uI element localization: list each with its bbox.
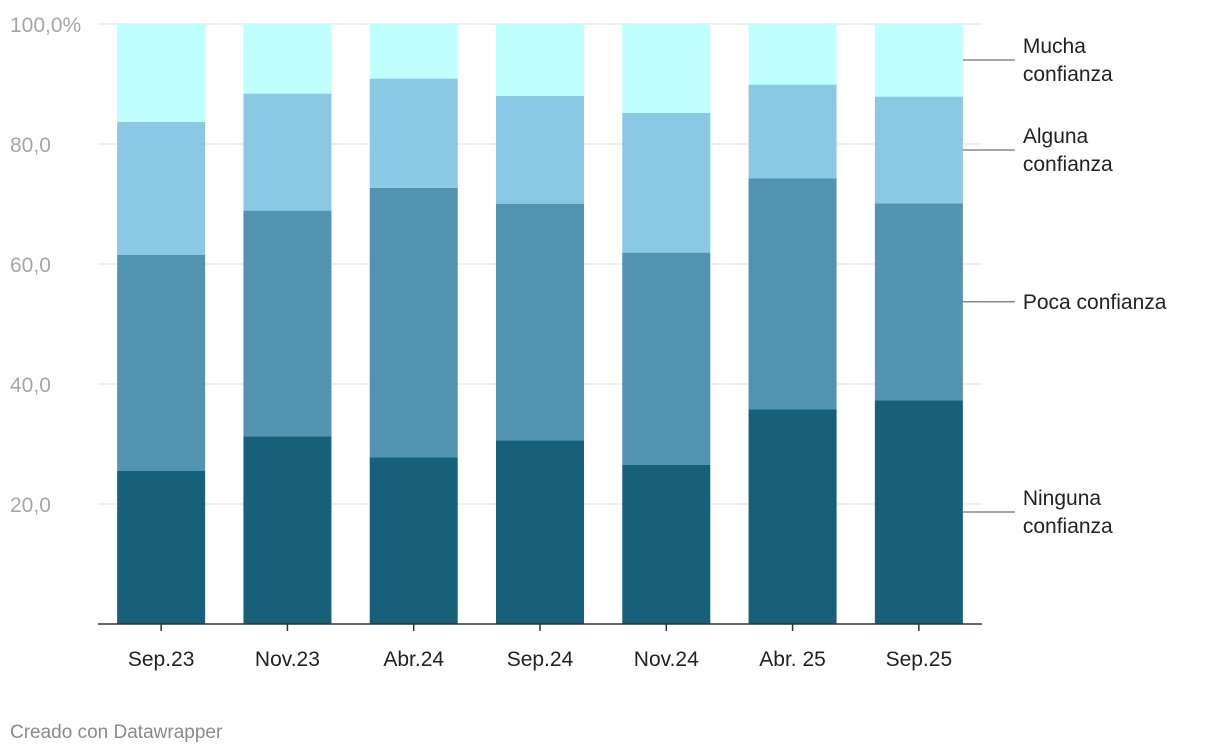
bar-segment	[496, 96, 584, 204]
y-tick-label: 100,0%	[10, 14, 81, 37]
bar-segment	[622, 112, 711, 253]
x-tick-label: Nov.23	[255, 648, 320, 671]
bar-segment	[243, 210, 332, 437]
bar-segment	[369, 187, 458, 458]
bar-segment	[874, 203, 963, 401]
legend-label: Ninguna	[1023, 487, 1102, 510]
legend-label: Mucha	[1023, 35, 1086, 58]
legend-label: confianza	[1023, 63, 1113, 86]
x-tick-label: Sep.23	[128, 648, 195, 671]
bar-segment	[496, 440, 584, 624]
legend-label: confianza	[1023, 515, 1113, 538]
bar-segment	[369, 78, 458, 188]
legend: Ninguna confianza Poca confianza Alguna conf…	[962, 35, 1167, 538]
bar-segment	[117, 255, 206, 471]
bar-segment	[369, 24, 458, 79]
bar-segment	[369, 457, 458, 624]
bar-segment	[622, 252, 711, 465]
x-tick-label: Sep.24	[507, 648, 574, 671]
bar-segment	[748, 178, 837, 410]
bar-segment	[874, 400, 963, 624]
x-tick-label: Nov.24	[634, 648, 699, 671]
x-tick-label: Abr. 25	[759, 648, 826, 671]
bar-segment	[874, 96, 963, 204]
y-tick-label: 20,0	[10, 494, 51, 517]
bar-segment	[117, 24, 206, 122]
credit-text: Creado con Datawrapper	[10, 722, 223, 743]
bar-segment	[496, 24, 584, 96]
x-tick-label: Abr.24	[383, 648, 444, 671]
bar-segment	[496, 204, 584, 441]
x-axis	[98, 623, 982, 631]
bars	[117, 24, 963, 624]
bar-segment	[748, 84, 837, 179]
legend-label: confianza	[1023, 153, 1113, 176]
bar-segment	[748, 409, 837, 624]
y-tick-label: 60,0	[10, 254, 51, 277]
bar-segment	[117, 471, 206, 624]
bar-segment	[243, 436, 332, 624]
bar-segment	[243, 93, 332, 211]
bar-segment	[622, 24, 711, 113]
bar-segment	[243, 24, 332, 94]
legend-label: Alguna	[1023, 125, 1089, 148]
x-tick-label: Sep.25	[886, 648, 953, 671]
y-tick-label: 80,0	[10, 134, 51, 157]
x-axis-tick-labels: Sep.23 Nov.23 Abr.24 Sep.24 Nov.24 Abr. 25 Sep…	[128, 648, 952, 671]
bar-segment	[117, 121, 206, 255]
y-axis-tick-labels: 20,0 40,0 60,0 80,0 100,0%	[10, 14, 81, 517]
y-tick-label: 40,0	[10, 374, 51, 397]
bar-segment	[874, 24, 963, 97]
legend-label: Poca confianza	[1023, 291, 1167, 314]
bar-segment	[748, 24, 837, 85]
bar-segment	[622, 465, 711, 624]
